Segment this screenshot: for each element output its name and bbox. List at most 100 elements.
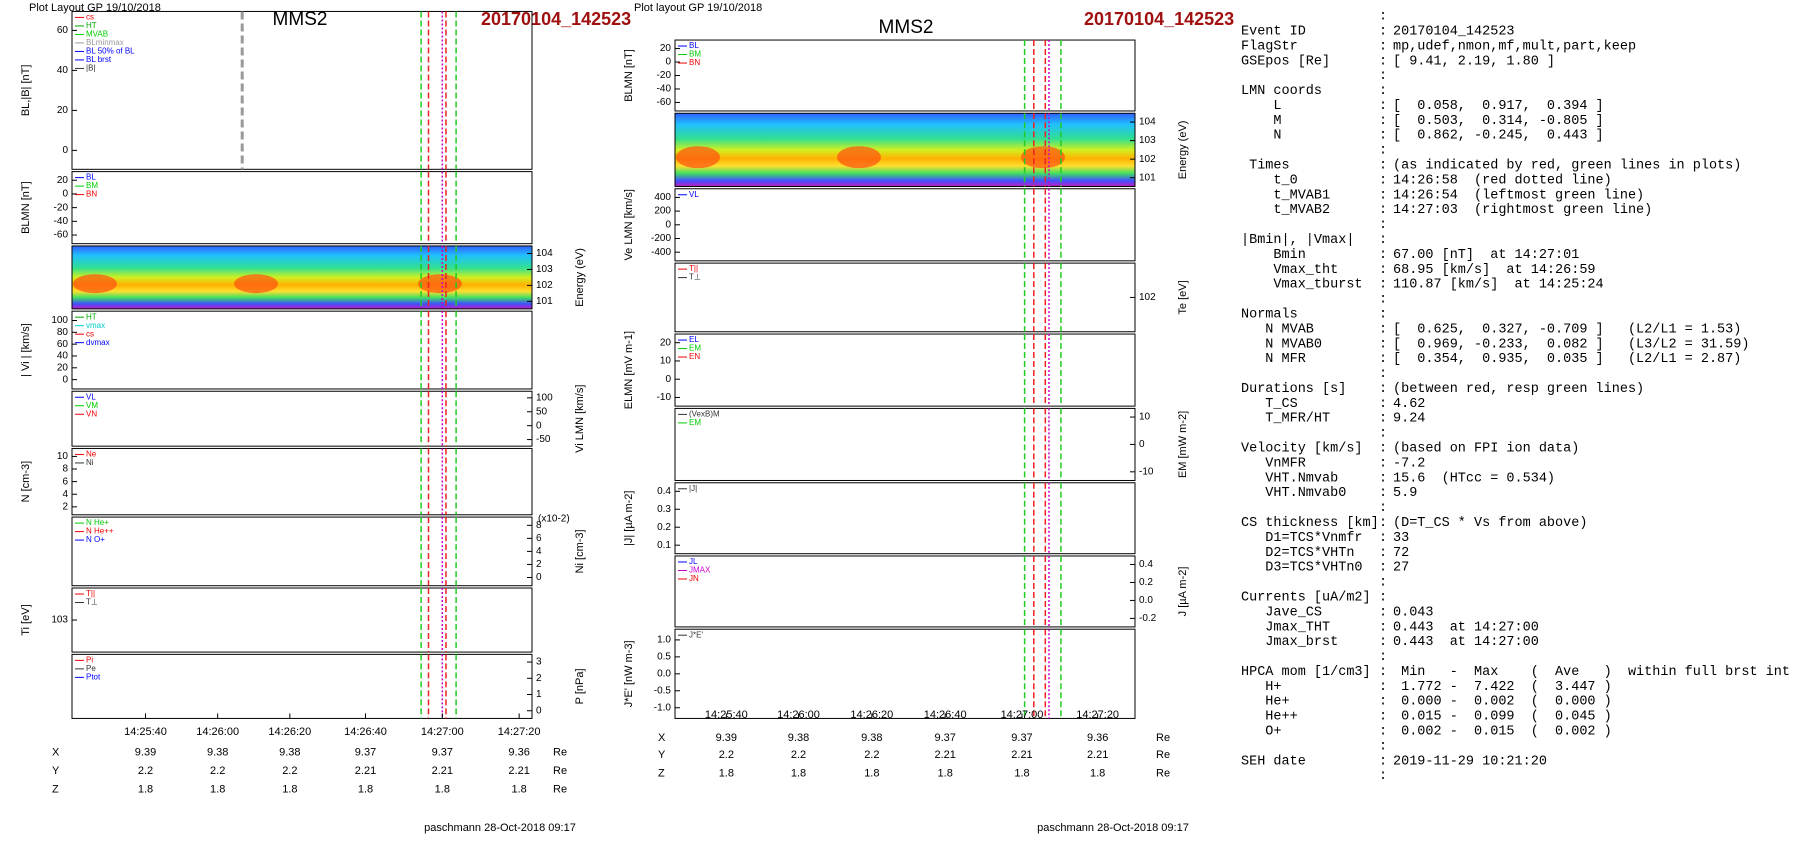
y-tick-label: 8	[62, 464, 68, 475]
x-tick-label: 14:27:20	[1076, 709, 1119, 721]
info-value: 27	[1393, 561, 1409, 576]
info-value: 14:27:03 (rightmost green line)	[1393, 203, 1652, 218]
position-value: 1.8	[511, 783, 526, 795]
x-tick-label: 14:26:00	[777, 709, 820, 721]
info-colon: :	[1379, 10, 1387, 25]
y-tick-label: -20	[54, 202, 69, 213]
y-tick-label: 6	[536, 533, 542, 544]
position-value: 9.38	[279, 747, 300, 759]
legend-entry: cs	[86, 329, 94, 338]
info-colon: :	[1379, 203, 1387, 218]
plot-header: Plot layout GP 19/10/2018	[634, 2, 762, 14]
x-tick-label: 14:27:20	[498, 726, 541, 738]
info-key: LMN coords	[1241, 84, 1322, 99]
info-value: 110.87 [km/s] at 14:25:24	[1393, 278, 1604, 293]
panel-frame	[674, 188, 1136, 262]
y-tick-label: 0	[665, 219, 671, 230]
info-colon: :	[1379, 84, 1387, 99]
position-value: 2.21	[1087, 749, 1108, 761]
info-colon: :	[1379, 54, 1387, 69]
position-value: 9.37	[355, 747, 376, 759]
y-axis-label: Ve LMN [km/s]	[623, 189, 635, 261]
info-value: 0.000 - 0.002 ( 0.000 )	[1393, 695, 1612, 710]
info-key: GSEpos [Re]	[1241, 54, 1330, 69]
info-colon: :	[1379, 769, 1387, 784]
legend-entry: BN	[689, 58, 700, 67]
info-colon: :	[1379, 173, 1387, 188]
position-value: 9.38	[861, 732, 882, 744]
info-value: (between red, resp green lines)	[1393, 382, 1644, 397]
y-tick-label: 104	[1139, 117, 1156, 128]
info-colon: :	[1379, 486, 1387, 501]
info-key: Normals	[1241, 307, 1298, 322]
legend-entry: T⊥	[689, 273, 701, 282]
y-tick-label: 2	[62, 501, 68, 512]
position-label: Y	[52, 765, 60, 777]
legend-entry: T||	[689, 264, 698, 273]
legend-entry: BM	[86, 181, 98, 190]
y-tick-label: -60	[657, 97, 672, 108]
legend-entry: N He++	[86, 527, 114, 536]
info-key: T_CS	[1241, 397, 1298, 412]
info-value: 72	[1393, 546, 1409, 561]
info-colon: :	[1379, 114, 1387, 129]
info-key: L	[1241, 99, 1282, 114]
position-label: Z	[52, 783, 59, 795]
info-value: [ 9.41, 2.19, 1.80 ]	[1393, 54, 1555, 69]
x-tick-label: 14:26:00	[196, 726, 239, 738]
y-tick-label: 50	[536, 406, 548, 417]
panel-frame	[674, 482, 1136, 555]
position-value: 1.8	[864, 767, 879, 779]
position-label: X	[658, 732, 666, 744]
info-value: 14:26:54 (leftmost green line)	[1393, 188, 1644, 203]
info-colon: :	[1379, 695, 1387, 710]
legend-entry: EM	[689, 418, 701, 427]
info-colon: :	[1379, 501, 1387, 516]
info-value: 1.772 - 7.422 ( 3.447 )	[1393, 680, 1612, 695]
y-tick-label: 0	[665, 374, 671, 385]
info-key: O+	[1241, 725, 1282, 740]
y-tick-label: 102	[1139, 292, 1156, 303]
y-tick-label: 0	[536, 420, 542, 431]
legend-entry: JMAX	[689, 566, 711, 575]
info-colon: :	[1379, 307, 1387, 322]
y-axis-label: Te [eV]	[1177, 280, 1189, 314]
info-key: H+	[1241, 680, 1282, 695]
info-value: 14:26:58 (red dotted line)	[1393, 173, 1612, 188]
legend-entry: EM	[689, 344, 701, 353]
y-tick-label: -20	[657, 70, 672, 81]
legend-entry: cs	[86, 13, 94, 22]
info-colon: :	[1379, 412, 1387, 427]
info-value: [ 0.625, 0.327, -0.709 ] (L2/L1 = 1.53)	[1393, 322, 1741, 337]
y-tick-label: 2	[536, 673, 542, 684]
y-tick-label: 20	[660, 43, 672, 54]
legend-entry: T⊥	[86, 598, 98, 607]
legend-entry: Ne	[86, 450, 97, 459]
y-tick-label: 0.3	[657, 504, 671, 515]
panel-frame	[71, 516, 533, 587]
position-value: 1.8	[138, 783, 153, 795]
position-value: 1.8	[1014, 767, 1029, 779]
position-value: 1.8	[358, 783, 373, 795]
info-colon: :	[1379, 322, 1387, 337]
position-value: 9.38	[788, 732, 809, 744]
y-tick-label: 8	[536, 520, 542, 531]
legend-entry: VN	[86, 409, 97, 418]
y-axis-label: P [nPa]	[574, 668, 586, 704]
position-unit: Re	[1156, 732, 1170, 744]
y-tick-label: 1	[536, 689, 542, 700]
info-key: Jmax_THT	[1241, 620, 1330, 635]
event-id: 20170104_142523	[481, 9, 631, 29]
y-tick-label: 60	[57, 339, 69, 350]
info-key: CS thickness [km]	[1241, 516, 1379, 531]
info-colon: :	[1379, 710, 1387, 725]
position-value: 1.8	[210, 783, 225, 795]
position-value: 1.8	[282, 783, 297, 795]
legend-entry: BL 50% of BL	[86, 47, 135, 56]
y-axis-label: ELMN [mV m-1]	[623, 331, 635, 409]
info-colon: :	[1379, 471, 1387, 486]
y-tick-label: 0.0	[657, 668, 671, 679]
position-unit: Re	[553, 747, 567, 759]
position-value: 2.21	[508, 765, 529, 777]
info-key: N MVAB0	[1241, 337, 1322, 352]
